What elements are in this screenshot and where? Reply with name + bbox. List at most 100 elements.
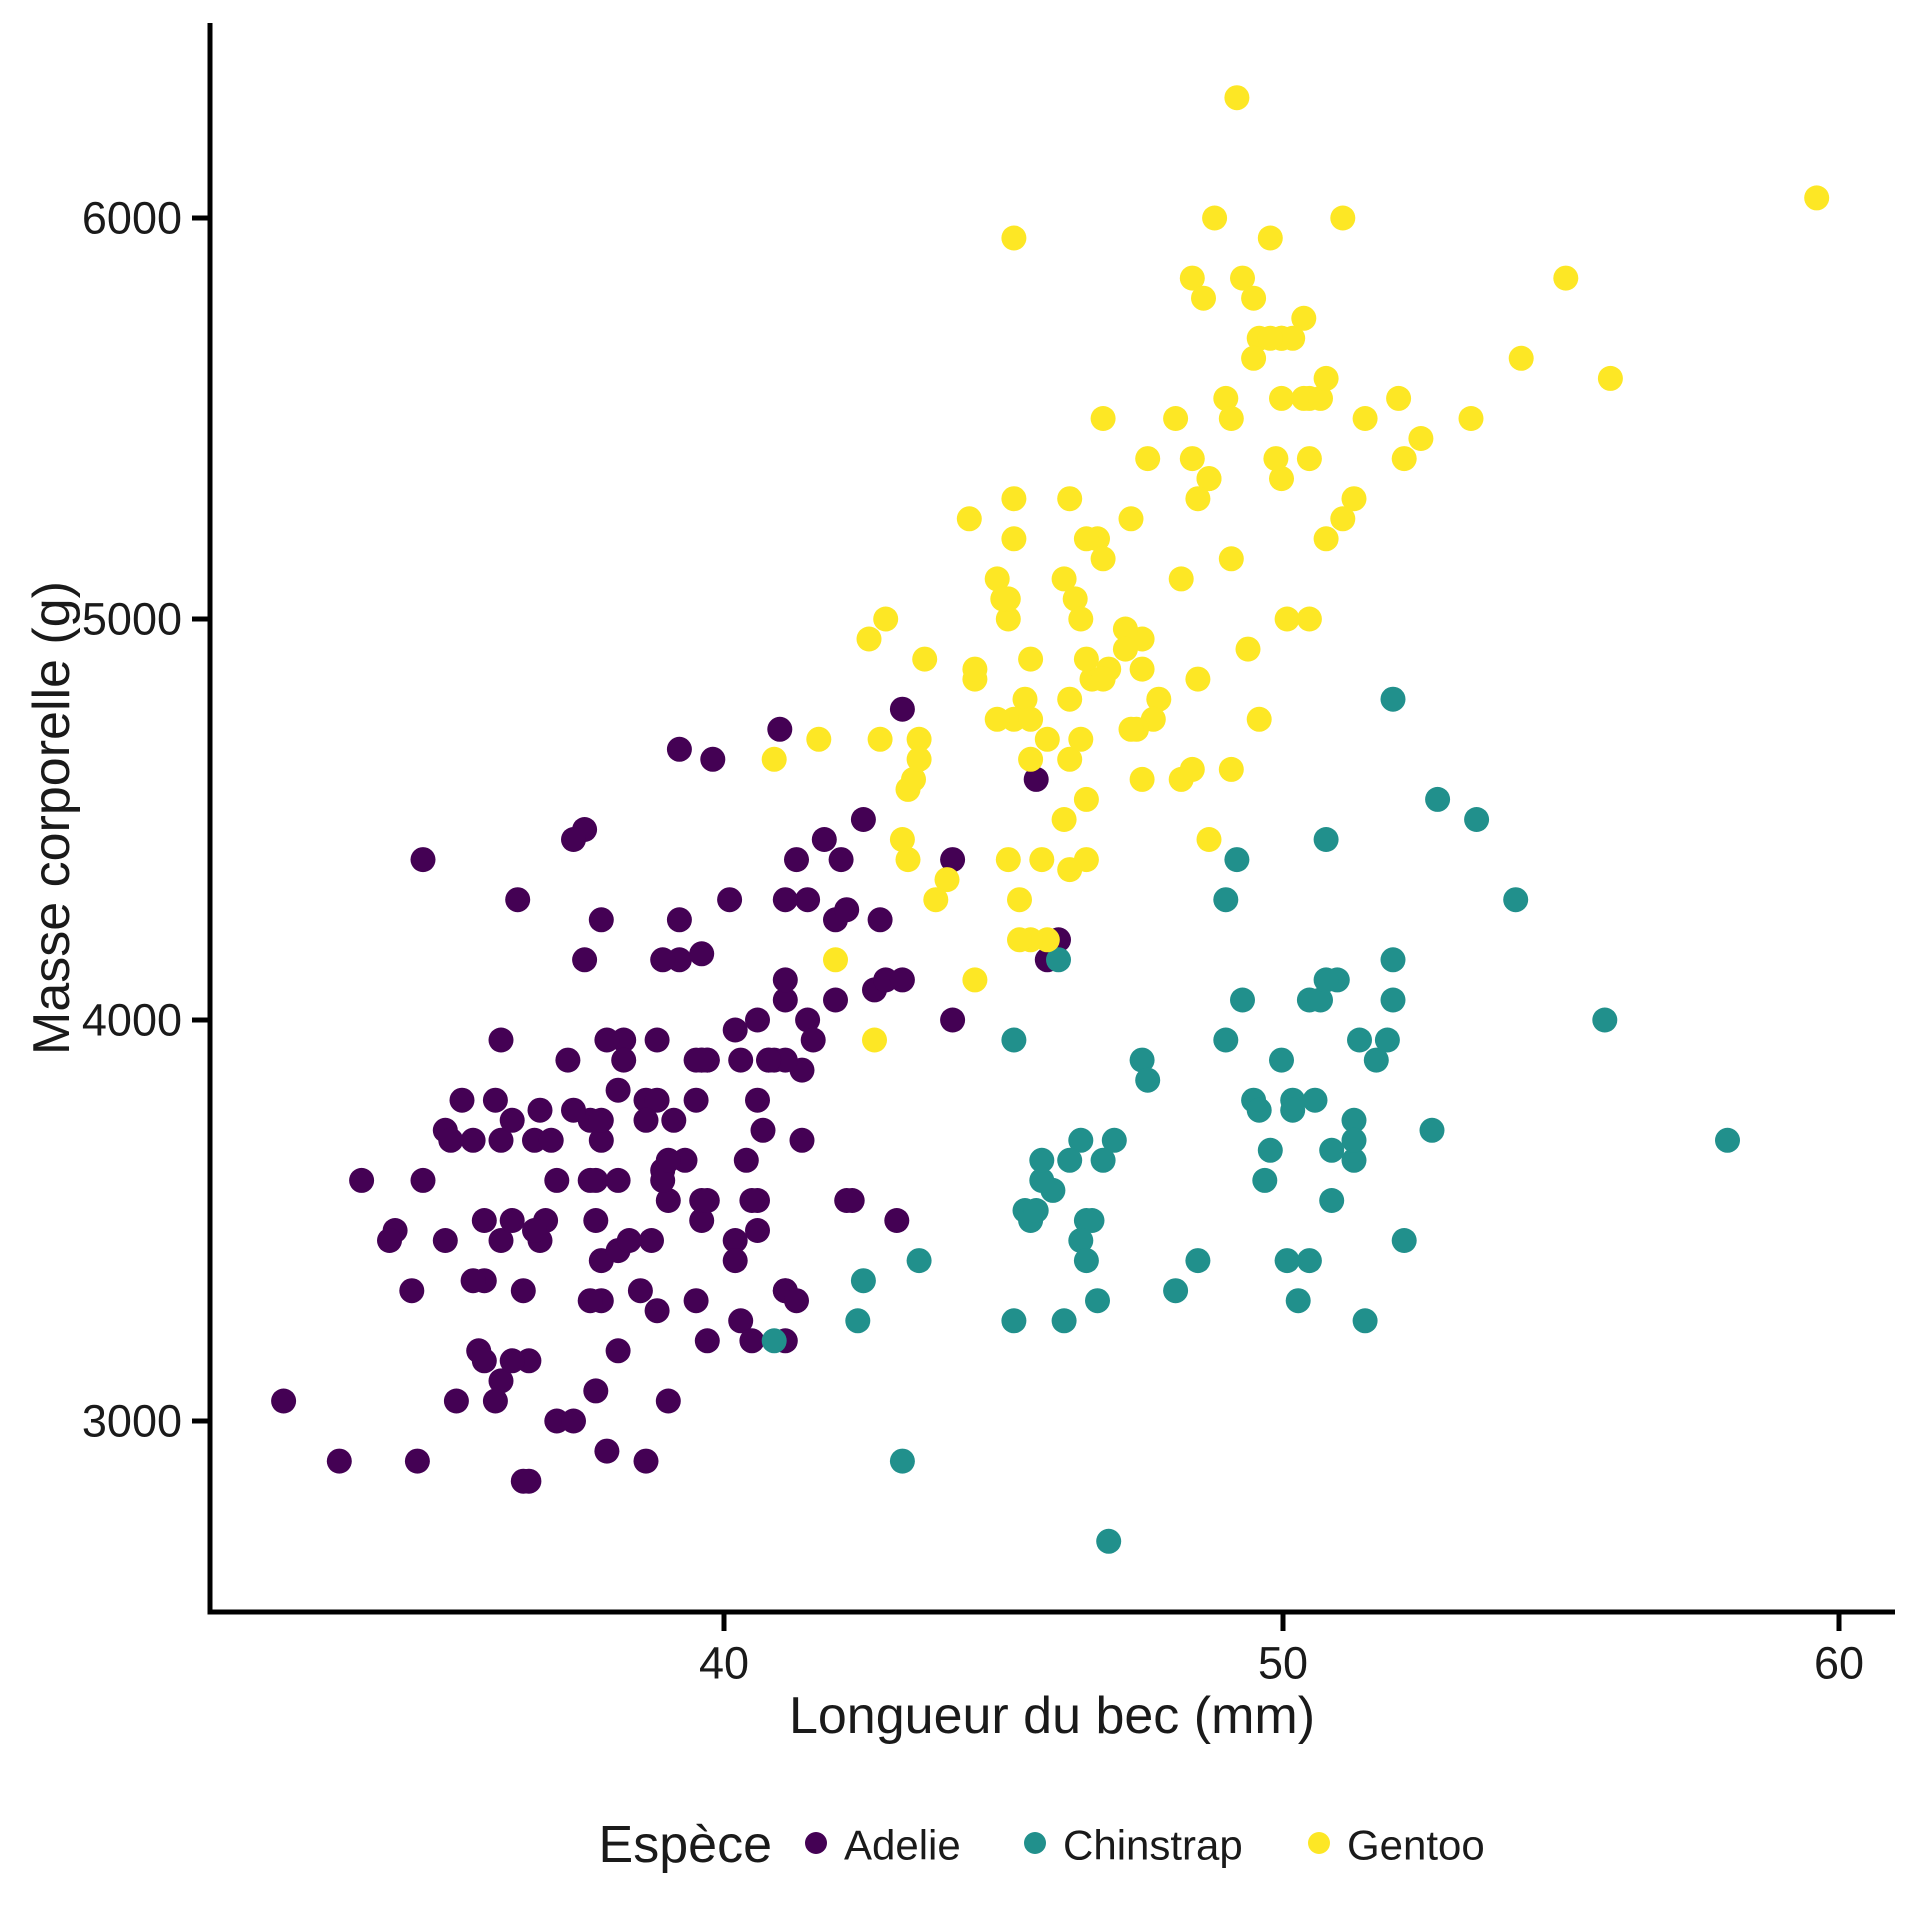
data-point-gentoo (1196, 827, 1222, 852)
data-point-gentoo (1246, 706, 1272, 732)
data-point-gentoo (823, 947, 848, 973)
data-point-gentoo (934, 867, 960, 893)
data-point-adelie (772, 887, 798, 913)
data-point-gentoo (1146, 686, 1172, 712)
data-point-gentoo (995, 606, 1021, 632)
data-point-adelie (499, 1348, 525, 1374)
data-point-adelie (772, 967, 798, 993)
data-point-gentoo (1007, 887, 1032, 913)
data-point-adelie (655, 1147, 681, 1173)
data-point-gentoo (906, 726, 932, 752)
data-point-chinstrap (1363, 1047, 1389, 1073)
data-point-gentoo (1135, 446, 1161, 472)
data-point-chinstrap (1163, 1278, 1189, 1304)
data-point-adelie (661, 1107, 687, 1133)
data-point-adelie (772, 987, 798, 1013)
data-point-adelie (767, 716, 793, 742)
data-point-chinstrap (1380, 686, 1406, 712)
data-point-gentoo (895, 847, 921, 873)
data-point-gentoo (962, 967, 988, 993)
data-point-chinstrap (1029, 1147, 1055, 1173)
data-point-gentoo (1057, 686, 1083, 712)
legend-label-chinstrap: Chinstrap (1063, 1822, 1243, 1869)
data-point-gentoo (1330, 506, 1356, 532)
data-point-adelie (616, 1228, 642, 1253)
data-point-gentoo (1073, 526, 1099, 552)
data-point-adelie (499, 1107, 525, 1133)
data-point-chinstrap (845, 1308, 871, 1334)
data-point-adelie (834, 897, 860, 923)
data-point-adelie (271, 1388, 297, 1414)
data-point-adelie (488, 1228, 514, 1253)
data-point-adelie (689, 1047, 715, 1073)
data-point-adelie (756, 1047, 782, 1073)
data-point-gentoo (1218, 546, 1244, 572)
data-point-adelie (605, 1077, 631, 1103)
data-point-chinstrap (1224, 847, 1250, 873)
data-point-chinstrap (850, 1268, 876, 1294)
data-point-gentoo (1001, 486, 1027, 512)
data-point-gentoo (1057, 746, 1083, 772)
data-point-chinstrap (1068, 1127, 1094, 1153)
data-point-adelie (471, 1348, 497, 1374)
data-point-gentoo (1269, 466, 1294, 492)
legend-swatch-adelie (805, 1832, 827, 1854)
data-point-gentoo (1313, 365, 1339, 391)
data-point-adelie (717, 887, 743, 913)
data-point-chinstrap (1352, 1308, 1378, 1334)
data-point-adelie (784, 1288, 809, 1314)
data-point-gentoo (1073, 786, 1099, 812)
data-point-chinstrap (761, 1328, 787, 1354)
data-point-adelie (739, 1328, 765, 1354)
data-point-chinstrap (1313, 967, 1339, 993)
data-point-chinstrap (1425, 786, 1451, 812)
data-point-gentoo (1051, 807, 1077, 832)
data-point-adelie (510, 1468, 536, 1494)
data-point-gentoo (984, 706, 1010, 732)
data-point-adelie (588, 907, 614, 933)
data-point-gentoo (1118, 506, 1144, 532)
data-point-adelie (644, 1298, 670, 1324)
data-point-gentoo (1196, 466, 1222, 492)
data-point-adelie (449, 1087, 475, 1113)
data-point-adelie (823, 987, 848, 1013)
data-point-adelie (583, 1208, 609, 1233)
data-point-gentoo (1090, 666, 1116, 692)
data-point-chinstrap (1715, 1127, 1740, 1153)
data-point-adelie (326, 1448, 352, 1474)
data-point-adelie (655, 1188, 681, 1213)
data-point-adelie (644, 1027, 670, 1053)
data-point-gentoo (1352, 406, 1378, 431)
data-point-adelie (722, 1017, 748, 1043)
data-point-adelie (733, 1147, 759, 1173)
data-point-adelie (650, 947, 676, 973)
data-point-adelie (443, 1388, 469, 1414)
data-point-chinstrap (1302, 1087, 1328, 1113)
data-point-chinstrap (1464, 807, 1490, 832)
data-point-adelie (605, 1338, 631, 1364)
data-point-gentoo (1386, 385, 1412, 411)
data-point-gentoo (1257, 225, 1283, 251)
data-point-chinstrap (1185, 1248, 1211, 1274)
data-point-adelie (482, 1087, 508, 1113)
data-point-adelie (482, 1388, 508, 1414)
data-point-gentoo (1018, 646, 1044, 672)
data-point-adelie (471, 1208, 497, 1233)
data-point-gentoo (1274, 606, 1300, 632)
data-point-chinstrap (1135, 1067, 1161, 1093)
data-point-chinstrap (1503, 887, 1529, 913)
data-point-chinstrap (1029, 1167, 1055, 1193)
legend-swatch-gentoo (1308, 1832, 1330, 1854)
data-point-chinstrap (1252, 1167, 1278, 1193)
data-point-adelie (377, 1228, 402, 1253)
data-point-gentoo (956, 506, 982, 532)
data-point-gentoo (761, 746, 787, 772)
data-point-gentoo (1218, 756, 1244, 782)
data-point-adelie (611, 1047, 637, 1073)
data-point-adelie (644, 1087, 670, 1113)
data-point-adelie (650, 1167, 676, 1193)
data-point-gentoo (1073, 646, 1099, 672)
data-point-gentoo (1341, 486, 1367, 512)
data-point-gentoo (1068, 726, 1094, 752)
data-point-adelie (789, 1127, 815, 1153)
